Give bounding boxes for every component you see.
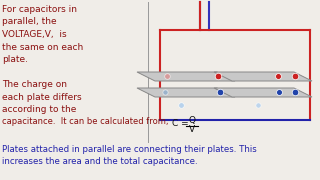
- Text: capacitance.  It can be calculated from,: capacitance. It can be calculated from,: [2, 118, 169, 127]
- Text: VOLTAGE,V,  is: VOLTAGE,V, is: [2, 30, 67, 39]
- Text: For capacitors in: For capacitors in: [2, 5, 77, 14]
- Text: each plate differs: each plate differs: [2, 93, 82, 102]
- Text: C =: C =: [172, 118, 188, 127]
- Point: [292, 75, 298, 77]
- Text: Q: Q: [188, 116, 196, 125]
- Polygon shape: [214, 88, 312, 97]
- Point: [179, 103, 184, 106]
- Point: [163, 91, 168, 93]
- Text: according to the: according to the: [2, 105, 76, 114]
- Polygon shape: [137, 72, 235, 81]
- Polygon shape: [137, 88, 235, 97]
- Text: The charge on: The charge on: [2, 80, 67, 89]
- Text: increases the area and the total capacitance.: increases the area and the total capacit…: [2, 157, 198, 166]
- Text: plate.: plate.: [2, 55, 28, 64]
- Text: parallel, the: parallel, the: [2, 17, 57, 26]
- Point: [218, 91, 223, 93]
- Point: [292, 91, 298, 93]
- Text: V: V: [189, 125, 195, 134]
- Point: [215, 75, 220, 77]
- Text: the same on each: the same on each: [2, 42, 83, 51]
- Point: [276, 75, 281, 77]
- Point: [255, 103, 260, 106]
- Point: [164, 75, 170, 77]
- Polygon shape: [214, 72, 312, 81]
- Text: Plates attached in parallel are connecting their plates. This: Plates attached in parallel are connecti…: [2, 145, 257, 154]
- Point: [276, 91, 282, 93]
